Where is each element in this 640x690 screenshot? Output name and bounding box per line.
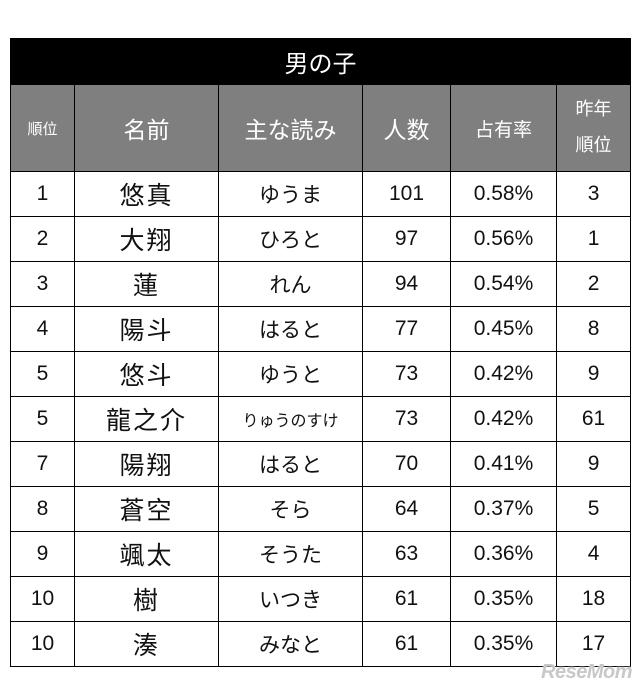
reading-cell: はると xyxy=(218,306,363,352)
name-cell: 陽翔 xyxy=(74,441,219,487)
last-year-rank-cell: 17 xyxy=(555,621,632,667)
rank-cell: 3 xyxy=(10,261,75,307)
last-year-rank-cell: 9 xyxy=(555,441,632,487)
share-cell: 0.54% xyxy=(450,261,557,307)
count-cell: 73 xyxy=(362,351,451,397)
share-cell: 0.58% xyxy=(450,171,557,217)
last-year-rank-cell: 9 xyxy=(555,351,632,397)
reading-cell: ゆうと xyxy=(218,351,363,397)
reading-cell: りゅうのすけ xyxy=(218,396,363,442)
count-cell: 70 xyxy=(362,441,451,487)
name-cell: 湊 xyxy=(74,621,219,667)
name-cell: 陽斗 xyxy=(74,306,219,352)
table-row: 10 樹いつき 61 0.35% 18 xyxy=(10,576,632,622)
header-name: 名前 xyxy=(74,84,219,172)
header-last-year-line2: 順位 xyxy=(575,135,612,156)
last-year-rank-cell: 18 xyxy=(555,576,632,622)
last-year-rank-cell: 4 xyxy=(555,531,632,577)
rank-cell: 1 xyxy=(10,171,75,217)
last-year-rank-cell: 61 xyxy=(555,396,632,442)
header-last-year-line1: 昨年 xyxy=(575,99,612,120)
table-title-row: 男の子 xyxy=(9,38,632,85)
reading-cell: そら xyxy=(218,486,363,532)
rank-cell: 5 xyxy=(10,396,75,442)
rank-cell: 10 xyxy=(10,576,75,622)
table-row: 7 陽翔 はると 70 0.41% 9 xyxy=(10,441,632,487)
table-row: 5 悠斗 ゆうと 73 0.42% 9 xyxy=(10,351,632,397)
name-cell: 颯太 xyxy=(74,531,219,577)
last-year-rank-cell: 2 xyxy=(555,261,632,307)
table-row: 8 蒼空 そら 64 0.37% 5 xyxy=(10,486,632,532)
rank-cell: 9 xyxy=(10,531,75,577)
table-header-row: 順位 名前 主な読み 人数 占有率 昨年 順位 xyxy=(10,84,632,172)
header-last-year-rank: 昨年 順位 xyxy=(555,84,632,172)
table-title: 男の子 xyxy=(9,38,632,85)
last-year-rank-cell: 5 xyxy=(555,486,632,532)
rank-cell: 8 xyxy=(10,486,75,532)
header-rank: 順位 xyxy=(10,84,75,172)
name-cell: 蓮 xyxy=(74,261,219,307)
count-cell: 73 xyxy=(362,396,451,442)
reading-cell: いつき xyxy=(218,576,363,622)
watermark-logo: ReseMom xyxy=(541,661,632,683)
rank-cell: 7 xyxy=(10,441,75,487)
table-row: 10 湊みなと 61 0.35% 17 xyxy=(10,621,632,667)
count-cell: 77 xyxy=(362,306,451,352)
share-cell: 0.41% xyxy=(450,441,557,487)
rank-cell: 2 xyxy=(10,216,75,262)
count-cell: 94 xyxy=(362,261,451,307)
header-share: 占有率 xyxy=(450,84,557,172)
rank-cell: 10 xyxy=(10,621,75,667)
count-cell: 63 xyxy=(362,531,451,577)
reading-cell: そうた xyxy=(218,531,363,577)
reading-cell: はると xyxy=(218,441,363,487)
header-count: 人数 xyxy=(362,84,451,172)
share-cell: 0.42% xyxy=(450,351,557,397)
name-cell: 悠真 xyxy=(74,171,219,217)
table-row: 4 陽斗 はると 77 0.45% 8 xyxy=(10,306,632,352)
rank-cell: 4 xyxy=(10,306,75,352)
share-cell: 0.35% xyxy=(450,576,557,622)
boys-name-ranking-table: 男の子 順位 名前 主な読み 人数 占有率 昨年 順位 1 悠真 ゆうま 101 0.5… xyxy=(9,38,632,667)
share-cell: 0.42% xyxy=(450,396,557,442)
table-row: 5 龍之介 りゅうのすけ 73 0.42% 61 xyxy=(10,396,632,442)
name-cell: 樹 xyxy=(74,576,219,622)
count-cell: 101 xyxy=(362,171,451,217)
count-cell: 61 xyxy=(362,576,451,622)
share-cell: 0.56% xyxy=(450,216,557,262)
last-year-rank-cell: 8 xyxy=(555,306,632,352)
name-cell: 大翔 xyxy=(74,216,219,262)
share-cell: 0.36% xyxy=(450,531,557,577)
header-reading: 主な読み xyxy=(218,84,363,172)
table-body: 1 悠真 ゆうま 101 0.58% 3 2 大翔 ひろと 97 0.56% 1 3 蓮れん 94 0.54%… xyxy=(10,171,632,667)
name-cell: 龍之介 xyxy=(74,396,219,442)
count-cell: 64 xyxy=(362,486,451,532)
table-row: 2 大翔 ひろと 97 0.56% 1 xyxy=(10,216,632,262)
reading-cell: みなと xyxy=(218,621,363,667)
share-cell: 0.45% xyxy=(450,306,557,352)
name-cell: 悠斗 xyxy=(74,351,219,397)
table-row: 3 蓮れん 94 0.54% 2 xyxy=(10,261,632,307)
reading-cell: ゆうま xyxy=(218,171,363,217)
last-year-rank-cell: 3 xyxy=(555,171,632,217)
count-cell: 97 xyxy=(362,216,451,262)
reading-cell: ひろと xyxy=(218,216,363,262)
table-row: 9 颯太 そうた 63 0.36% 4 xyxy=(10,531,632,577)
name-cell: 蒼空 xyxy=(74,486,219,532)
count-cell: 61 xyxy=(362,621,451,667)
table-row: 1 悠真 ゆうま 101 0.58% 3 xyxy=(10,171,632,217)
last-year-rank-cell: 1 xyxy=(555,216,632,262)
reading-cell: れん xyxy=(218,261,363,307)
share-cell: 0.35% xyxy=(450,621,557,667)
share-cell: 0.37% xyxy=(450,486,557,532)
rank-cell: 5 xyxy=(10,351,75,397)
